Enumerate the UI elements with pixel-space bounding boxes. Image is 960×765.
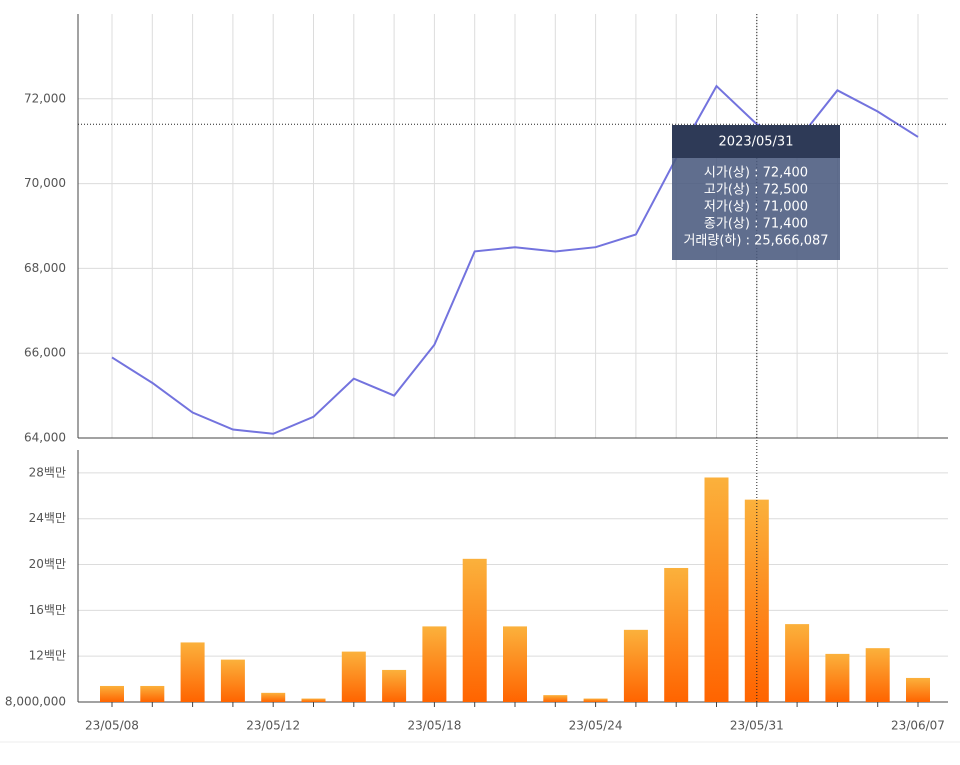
tooltip-line: 거래량(하) : 25,666,087 (683, 234, 828, 249)
y-tick-label: 68,000 (24, 261, 66, 275)
volume-bar (664, 567, 689, 702)
volume-bar (865, 648, 890, 702)
volume-bar (825, 653, 850, 702)
x-tick-label: 23/06/07 (891, 719, 945, 733)
volume-bar (261, 692, 286, 702)
volume-bar (180, 642, 205, 702)
tooltip-line: 고가(상) : 72,500 (704, 183, 808, 198)
y-tick-label: 24백만 (29, 511, 66, 525)
volume-bar (503, 626, 527, 702)
y-tick-label: 20백만 (29, 557, 66, 571)
volume-bar (906, 677, 930, 702)
tooltip-title: 2023/05/31 (719, 135, 794, 150)
volume-bar (341, 651, 366, 702)
volume-bar (140, 685, 165, 702)
tooltip: 2023/05/31 시가(상) : 72,400 고가(상) : 72,500 저… (672, 125, 840, 260)
volume-bar (382, 669, 407, 702)
volume-bar (100, 685, 124, 702)
volume-bar (462, 558, 487, 702)
y-tick-label: 16백만 (29, 603, 66, 617)
volume-bar (422, 626, 447, 702)
x-tick-label: 23/05/24 (569, 719, 623, 733)
volume-bar (583, 698, 608, 702)
volume-bar (220, 659, 245, 702)
x-tick-label: 23/05/31 (730, 719, 784, 733)
x-tick-label: 23/05/18 (407, 719, 461, 733)
volume-bar (543, 695, 568, 702)
tooltip-line: 저가(상) : 71,000 (704, 200, 808, 215)
x-tick-label: 23/05/08 (85, 719, 139, 733)
y-tick-label: 28백만 (29, 465, 66, 479)
y-tick-label: 64,000 (24, 431, 66, 445)
tooltip-line: 종가(상) : 71,400 (704, 217, 808, 232)
y-tick-label: 12백만 (29, 649, 66, 663)
volume-bar (785, 624, 810, 702)
y-tick-label: 72,000 (24, 91, 66, 105)
y-tick-label: 70,000 (24, 176, 66, 190)
volume-bar (623, 629, 648, 702)
tooltip-line: 시가(상) : 72,400 (704, 166, 808, 181)
tooltip-header (672, 125, 840, 158)
volume-bar (301, 698, 326, 702)
volume-bar (704, 477, 729, 702)
y-tick-label: 66,000 (24, 346, 66, 360)
y-tick-label: 8,000,000 (5, 695, 66, 709)
x-tick-label: 23/05/12 (246, 719, 300, 733)
